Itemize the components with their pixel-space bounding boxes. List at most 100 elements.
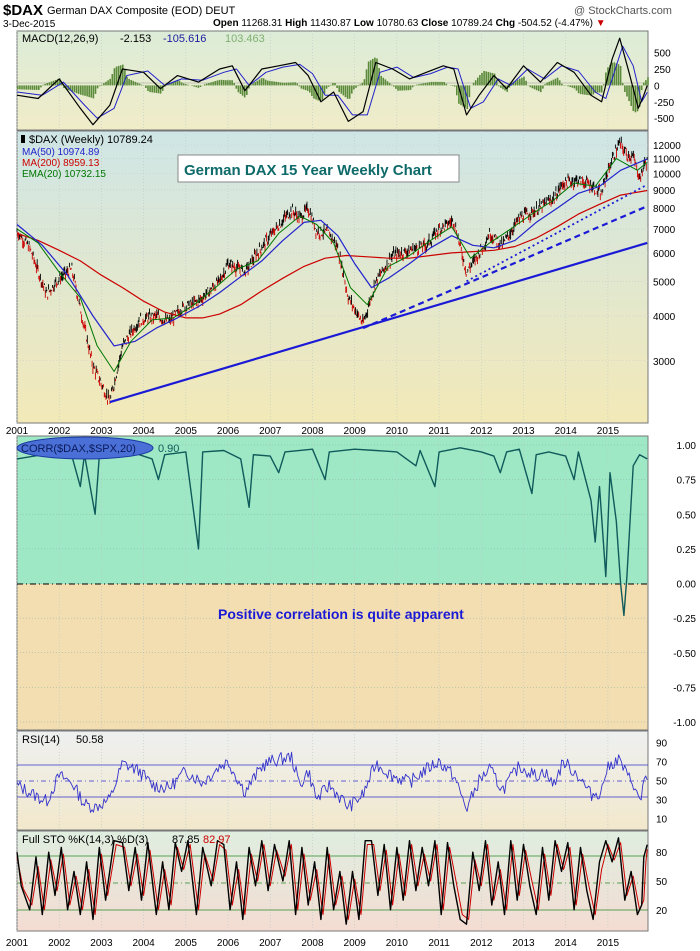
macd-hist-bar [109, 78, 111, 86]
trendline-solid [109, 241, 648, 404]
macd-hist-bar [464, 85, 466, 108]
corr-legend-name: CORR($DAX,$SPX,20) [21, 443, 136, 455]
low-value: 10780.63 [376, 18, 419, 29]
macd-hist-bar [292, 82, 294, 86]
x-tick-label-top: 2003 [90, 426, 113, 437]
macd-hist-bar [153, 85, 156, 93]
macd-legend: MACD(12,26,9) -2.153 -105.616 103.463 [22, 33, 265, 45]
close-value: 10789.24 [451, 18, 493, 29]
macd-hist-bar [477, 77, 479, 86]
macd-hist-bar [159, 85, 162, 94]
macd-hist-bar [239, 85, 242, 94]
ema20-line [16, 158, 648, 372]
macd-hist-bar [59, 78, 61, 86]
macd-hist-bar [130, 80, 132, 86]
macd-hist-bar [105, 81, 107, 86]
macd-hist-bar [445, 83, 448, 86]
macd-hist-bar [498, 85, 500, 87]
price-y-tick-label: 9000 [653, 186, 676, 197]
corr-legend: CORR($DAX,$SPX,20) 0.90 [21, 443, 179, 455]
macd-hist-bar [218, 79, 221, 86]
ma50-line [16, 158, 648, 347]
macd-hist-bar [313, 85, 315, 99]
macd-hist-bar [271, 81, 273, 86]
macd-hist-bar [206, 83, 208, 86]
macd-hist-bar [256, 80, 259, 86]
macd-hist-bar [485, 71, 487, 86]
candle-icon [21, 135, 25, 143]
macd-hist-bar [309, 85, 311, 93]
macd-hist-bar [351, 85, 353, 94]
price-legend-title: $DAX (Weekly) 10789.24 [29, 134, 153, 146]
macd-hist-bar [306, 85, 309, 91]
macd-hist-bar [355, 85, 357, 88]
macd-hist-bar [535, 85, 538, 91]
ma200-line [16, 189, 648, 319]
macd-hist-bar [61, 82, 63, 86]
ohlc-line: Open 11268.31 High 11430.87 Low 10780.63… [213, 18, 606, 29]
macd-hist-bar [458, 85, 460, 104]
macd-hist-bar [187, 84, 189, 86]
macd-y-tick-label: 500 [654, 49, 671, 60]
macd-hist-bar [346, 85, 349, 99]
macd-hist-bar [508, 85, 511, 88]
rsi-y-tick-label: 90 [656, 739, 668, 750]
macd-hist-bar [626, 85, 628, 97]
rsi-line [16, 751, 648, 813]
macd-hist-bar [491, 73, 494, 86]
macd-hist-bar [149, 85, 151, 93]
ema20-legend: EMA(20) 10732.15 [22, 169, 106, 180]
corr-y-tick-label: 0.50 [677, 510, 697, 521]
x-tick-label-bottom: 2013 [512, 938, 535, 949]
macd-hist-bar [19, 85, 21, 90]
x-tick-label-top: 2011 [428, 426, 450, 437]
macd-hist-bar [103, 83, 105, 86]
ma200-legend: MA(200) 8959.13 [22, 158, 100, 169]
macd-hist-bar [140, 84, 143, 86]
macd-hist-bar [645, 80, 647, 86]
rsi-y-tick-label: 30 [656, 796, 668, 807]
macd-hist-bar [203, 84, 206, 86]
macd-hist-bar [640, 85, 643, 91]
macd-hist-bar [44, 83, 46, 86]
macd-hist-bar [298, 85, 301, 87]
macd-hist-bar [168, 83, 170, 86]
macd-hist-bar [598, 85, 601, 93]
security-name: German DAX Composite (EOD) DEUT [47, 5, 236, 17]
price-annotation-box: German DAX 15 Year Weekly Chart [177, 154, 460, 183]
macd-hist-bar [63, 85, 65, 88]
macd-hist-bar [336, 85, 338, 88]
macd-hist-bar [273, 81, 275, 86]
macd-hist-bar [136, 82, 139, 86]
macd-hist-bar [537, 85, 540, 92]
macd-hist-bar [424, 83, 427, 86]
macd-hist-bar [624, 85, 626, 92]
macd-hist-bar [69, 85, 72, 91]
price-y-tick-label: 4000 [653, 312, 676, 323]
macd-hist-bar [222, 80, 225, 86]
symbol[interactable]: $DAX [3, 2, 44, 19]
macd-hist-bar [359, 84, 361, 86]
macd-hist-bar [365, 69, 368, 86]
macd-hist-bar [405, 85, 408, 91]
x-tick-label-top: 2013 [512, 426, 535, 437]
macd-legend-value3: 103.463 [225, 33, 265, 45]
macd-hist-bar [323, 85, 326, 94]
macd-hist-bar [420, 83, 422, 86]
macd-hist-bar [567, 85, 569, 87]
macd-hist-bar [241, 85, 244, 96]
macd-hist-bar [94, 85, 97, 94]
macd-hist-bar [321, 85, 324, 100]
macd-hist-bar [519, 78, 521, 86]
down-arrow-icon: ▼ [595, 18, 606, 29]
macd-hist-bar [525, 80, 527, 86]
macd-hist-bar [487, 71, 490, 86]
sto-y-tick-label: 80 [656, 848, 668, 859]
macd-hist-bar [248, 85, 250, 89]
macd-hist-bar [124, 69, 126, 86]
macd-hist-bar [191, 85, 193, 86]
macd-hist-bar [151, 85, 153, 93]
price-y-tick-label: 3000 [653, 357, 676, 368]
open-value: 11268.31 [241, 18, 283, 29]
macd-hist-bar [617, 64, 620, 86]
